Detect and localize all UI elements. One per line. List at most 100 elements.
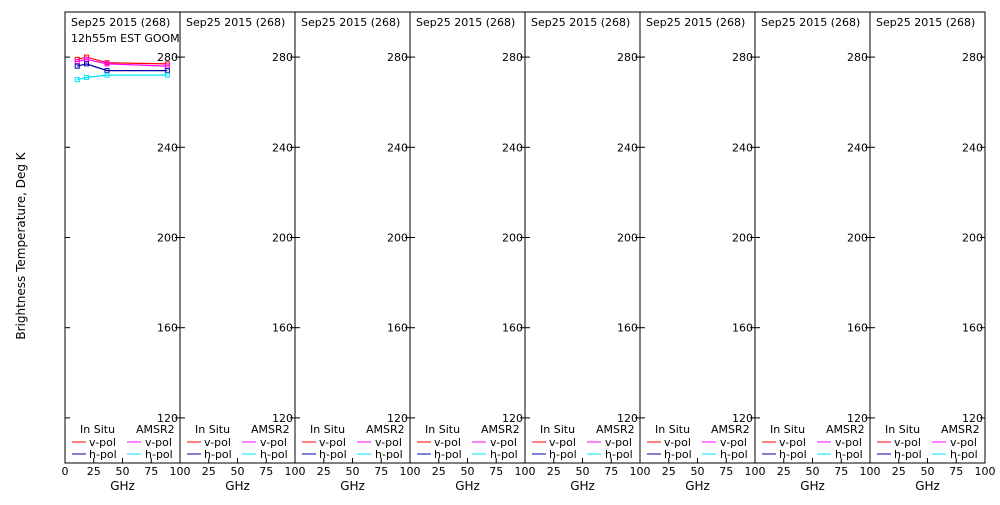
- legend-label: h-pol: [950, 448, 978, 461]
- x-tick-label: 50: [806, 465, 820, 478]
- y-tick-label: 120: [847, 412, 868, 425]
- panel-title-1: Sep25 2015 (268): [71, 16, 170, 29]
- x-tick-label: 25: [662, 465, 676, 478]
- x-tick-label: 50: [691, 465, 705, 478]
- legend-label: v-pol: [664, 436, 691, 449]
- legend-label: v-pol: [434, 436, 461, 449]
- y-tick-label: 200: [387, 232, 408, 245]
- x-tick-label: 50: [921, 465, 935, 478]
- x-axis-label: GHz: [340, 479, 365, 493]
- legend-label: v-pol: [319, 436, 346, 449]
- legend-header-amsr2: AMSR2: [711, 423, 750, 436]
- y-tick-label: 240: [272, 141, 293, 154]
- x-tick-label: 100: [515, 465, 536, 478]
- data-point-amsr2_h: [84, 74, 90, 80]
- x-tick-label: 75: [144, 465, 158, 478]
- y-tick-label: 120: [387, 412, 408, 425]
- panel-title-7: Sep25 2015 (268): [761, 16, 860, 29]
- legend-label: v-pol: [894, 436, 921, 449]
- x-tick-label: 25: [317, 465, 331, 478]
- y-axis-label: Brightness Temperature, Deg K: [14, 151, 28, 339]
- legend-header-insitu: In Situ: [540, 423, 575, 436]
- data-point-amsr2_v: [74, 59, 80, 65]
- panel-title-8: Sep25 2015 (268): [876, 16, 975, 29]
- y-tick-label: 160: [962, 322, 983, 335]
- legend-header-insitu: In Situ: [195, 423, 230, 436]
- legend-header-insitu: In Situ: [885, 423, 920, 436]
- x-tick-label: 25: [547, 465, 561, 478]
- legend-label: h-pol: [434, 448, 462, 461]
- y-tick-label: 280: [732, 51, 753, 64]
- legend-header-insitu: In Situ: [310, 423, 345, 436]
- y-tick-label: 240: [157, 141, 178, 154]
- data-point-amsr2_v: [84, 56, 90, 62]
- legend-label: h-pol: [89, 448, 117, 461]
- x-tick-label: 25: [432, 465, 446, 478]
- panel-title-4: Sep25 2015 (268): [416, 16, 515, 29]
- legend-label: h-pol: [664, 448, 692, 461]
- x-tick-label: 100: [170, 465, 191, 478]
- y-tick-label: 240: [847, 141, 868, 154]
- legend-label: h-pol: [375, 448, 403, 461]
- data-point-insitu_h: [74, 63, 80, 69]
- y-tick-label: 240: [617, 141, 638, 154]
- y-tick-label: 160: [847, 322, 868, 335]
- legend-label: h-pol: [260, 448, 288, 461]
- panel-subtitle-1: 12h55m EST GOOM: [71, 32, 180, 45]
- y-tick-label: 120: [502, 412, 523, 425]
- y-tick-label: 280: [847, 51, 868, 64]
- legend-header-insitu: In Situ: [655, 423, 690, 436]
- data-point-amsr2_h: [104, 72, 110, 78]
- y-tick-label: 240: [962, 141, 983, 154]
- panel-title-2: Sep25 2015 (268): [186, 16, 285, 29]
- y-tick-label: 160: [272, 322, 293, 335]
- y-tick-label: 200: [502, 232, 523, 245]
- y-tick-label: 120: [732, 412, 753, 425]
- legend-label: h-pol: [204, 448, 232, 461]
- legend-label: h-pol: [894, 448, 922, 461]
- legend-header-amsr2: AMSR2: [826, 423, 865, 436]
- x-tick-label: 50: [576, 465, 590, 478]
- y-tick-label: 200: [157, 232, 178, 245]
- x-tick-label: 25: [892, 465, 906, 478]
- legend-label: h-pol: [835, 448, 863, 461]
- x-tick-label: 75: [374, 465, 388, 478]
- x-axis-label: GHz: [915, 479, 940, 493]
- y-tick-label: 120: [962, 412, 983, 425]
- y-tick-label: 200: [962, 232, 983, 245]
- legend-label: v-pol: [720, 436, 747, 449]
- y-tick-label: 160: [157, 322, 178, 335]
- y-tick-label: 120: [272, 412, 293, 425]
- legend-label: h-pol: [605, 448, 633, 461]
- legend-header-amsr2: AMSR2: [481, 423, 520, 436]
- y-tick-label: 160: [502, 322, 523, 335]
- data-point-amsr2_h: [164, 72, 170, 78]
- legend-label: v-pol: [549, 436, 576, 449]
- x-tick-label: 100: [975, 465, 996, 478]
- x-tick-label: 75: [834, 465, 848, 478]
- x-tick-label: 50: [231, 465, 245, 478]
- y-tick-label: 280: [617, 51, 638, 64]
- x-tick-label: 75: [604, 465, 618, 478]
- legend-label: h-pol: [490, 448, 518, 461]
- y-tick-label: 280: [962, 51, 983, 64]
- x-axis-label: GHz: [110, 479, 135, 493]
- legend-label: v-pol: [605, 436, 632, 449]
- legend-header-amsr2: AMSR2: [366, 423, 405, 436]
- x-axis-label: GHz: [685, 479, 710, 493]
- y-tick-label: 240: [387, 141, 408, 154]
- legend-label: v-pol: [260, 436, 287, 449]
- legend-header-insitu: In Situ: [770, 423, 805, 436]
- y-tick-label: 200: [847, 232, 868, 245]
- y-tick-label: 160: [732, 322, 753, 335]
- data-point-amsr2_h: [74, 77, 80, 83]
- x-tick-label: 25: [777, 465, 791, 478]
- x-tick-label: 25: [202, 465, 216, 478]
- x-tick-label: 50: [461, 465, 475, 478]
- series-line-amsr2_h: [77, 74, 168, 81]
- x-tick-label: 100: [400, 465, 421, 478]
- x-tick-label: 0: [62, 465, 69, 478]
- legend-label: v-pol: [204, 436, 231, 449]
